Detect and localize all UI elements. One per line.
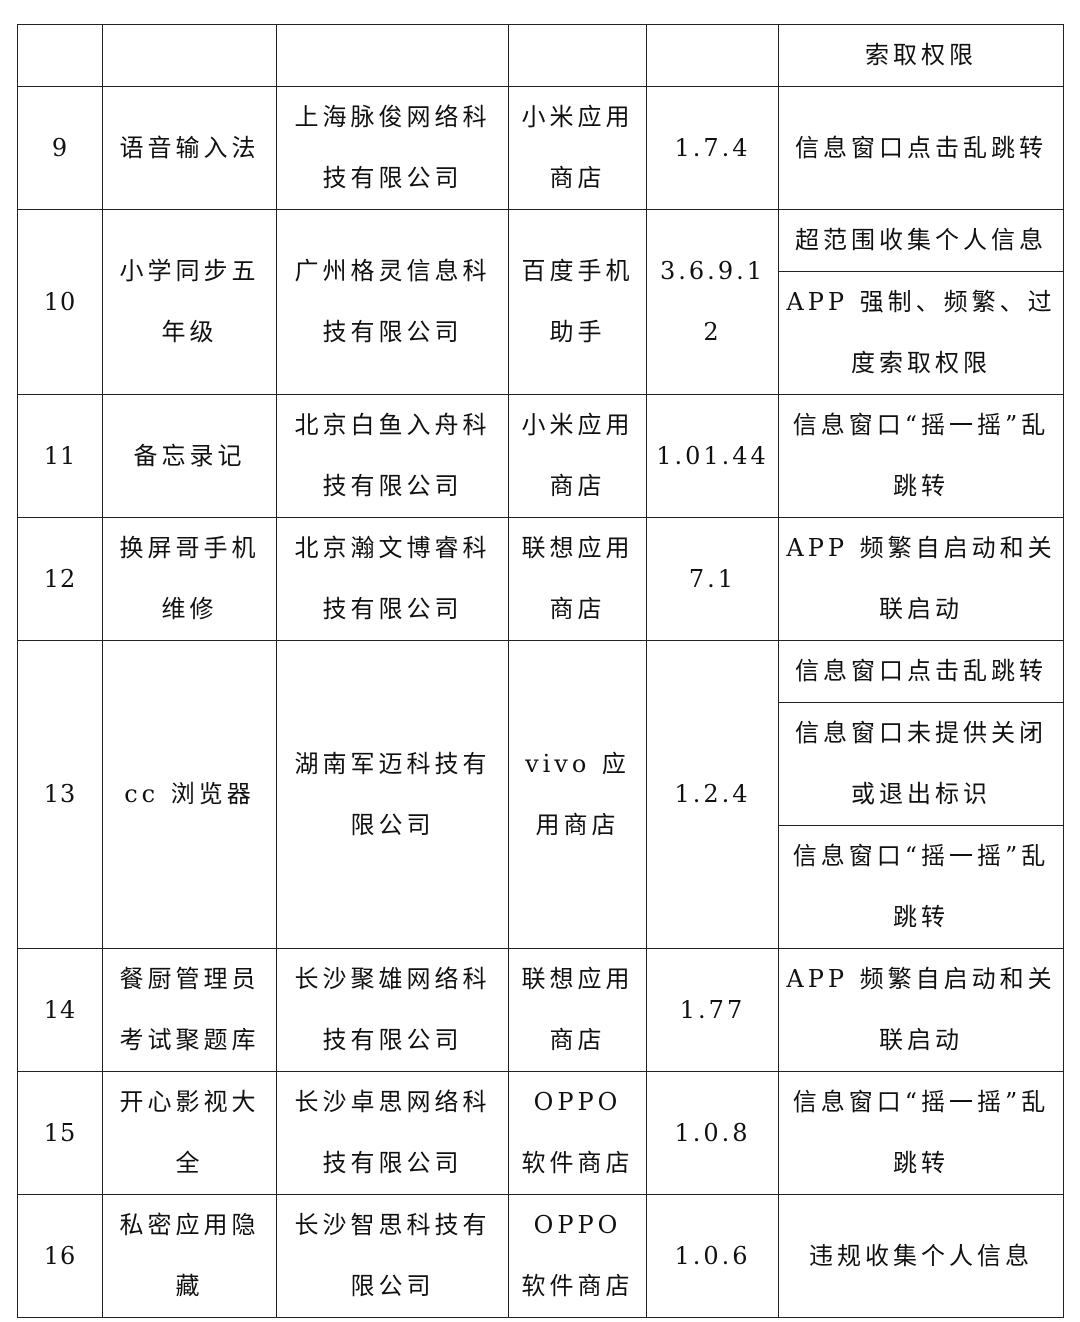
company-cell: 湖南军迈科技有限公司 <box>276 640 509 949</box>
issue-cell: 超范围收集个人信息 <box>778 209 1064 272</box>
app-name-cell: cc 浏览器 <box>102 640 277 949</box>
cell-empty <box>646 24 779 87</box>
num-cell: 15 <box>17 1071 103 1195</box>
app-name-cell: 餐厨管理员考试聚题库 <box>102 948 277 1072</box>
issue-cell: APP 强制、频繁、过度索取权限 <box>778 271 1064 395</box>
cell-empty <box>17 24 103 87</box>
store-cell: vivo 应用商店 <box>508 640 647 949</box>
table-row: 10 小学同步五年级 广州格灵信息科技有限公司 百度手机助手 3.6.9.12 超范围收集… <box>17 209 1064 395</box>
version-cell: 1.01.44 <box>646 394 779 518</box>
app-name-cell: 备忘录记 <box>102 394 277 518</box>
company-cell: 上海脉俊网络科技有限公司 <box>276 86 509 210</box>
table-row: 13 cc 浏览器 湖南军迈科技有限公司 vivo 应用商店 1.2.4 信息窗口点击乱跳… <box>17 640 1064 949</box>
num-cell: 16 <box>17 1194 103 1318</box>
table-row: 11 备忘录记 北京白鱼入舟科技有限公司 小米应用商店 1.01.44 信息窗口“摇一摇”… <box>17 394 1064 518</box>
issue-cell: 信息窗口未提供关闭或退出标识 <box>778 702 1064 826</box>
cell-empty <box>102 24 277 87</box>
issue-cell: 违规收集个人信息 <box>778 1194 1064 1318</box>
table-row: 14 餐厨管理员考试聚题库 长沙聚雄网络科技有限公司 联想应用商店 1.77 APP 频繁… <box>17 948 1064 1072</box>
num-cell: 11 <box>17 394 103 518</box>
store-cell: 联想应用商店 <box>508 517 647 641</box>
store-cell: OPPO 软件商店 <box>508 1071 647 1195</box>
table-row: 12 换屏哥手机维修 北京瀚文博睿科技有限公司 联想应用商店 7.1 APP 频繁自启动和… <box>17 517 1064 641</box>
version-cell: 1.0.6 <box>646 1194 779 1318</box>
store-cell: 百度手机助手 <box>508 209 647 395</box>
cell-empty <box>508 24 647 87</box>
table-row: 信息窗口“摇一摇”乱跳转 <box>18 825 1064 949</box>
issue-cell: 信息窗口“摇一摇”乱跳转 <box>778 1071 1064 1195</box>
table-row: 15 开心影视大全 长沙卓思网络科技有限公司 OPPO 软件商店 1.0.8 信息窗口“摇… <box>17 1071 1064 1195</box>
store-cell: 联想应用商店 <box>508 948 647 1072</box>
app-violation-table: 索取权限 9 语音输入法 上海脉俊网络科技有限公司 小米应用商店 1.7.4 信息窗口点击… <box>17 24 1064 1318</box>
company-cell: 北京白鱼入舟科技有限公司 <box>276 394 509 518</box>
table-row: 16 私密应用隐藏 长沙智思科技有限公司 OPPO 软件商店 1.0.6 违规收集个人信息 <box>17 1194 1064 1318</box>
num-cell: 10 <box>17 209 103 395</box>
company-cell: 广州格灵信息科技有限公司 <box>276 209 509 395</box>
num-cell: 14 <box>17 948 103 1072</box>
app-name-cell: 私密应用隐藏 <box>102 1194 277 1318</box>
version-cell: 3.6.9.12 <box>646 209 779 395</box>
store-cell: 小米应用商店 <box>508 86 647 210</box>
version-cell: 1.7.4 <box>646 86 779 210</box>
table-row: 9 语音输入法 上海脉俊网络科技有限公司 小米应用商店 1.7.4 信息窗口点击乱跳转 <box>17 86 1064 210</box>
issue-cell: APP 频繁自启动和关联启动 <box>778 517 1064 641</box>
store-cell: OPPO 软件商店 <box>508 1194 647 1318</box>
version-cell: 1.2.4 <box>646 640 779 949</box>
issue-cell: 信息窗口点击乱跳转 <box>778 86 1064 210</box>
app-name-cell: 换屏哥手机维修 <box>102 517 277 641</box>
app-name-cell: 小学同步五年级 <box>102 209 277 395</box>
cell-empty <box>276 24 509 87</box>
version-cell: 1.0.8 <box>646 1071 779 1195</box>
company-cell: 长沙卓思网络科技有限公司 <box>276 1071 509 1195</box>
app-name-cell: 开心影视大全 <box>102 1071 277 1195</box>
version-cell: 1.77 <box>646 948 779 1072</box>
company-cell: 长沙聚雄网络科技有限公司 <box>276 948 509 1072</box>
store-cell: 小米应用商店 <box>508 394 647 518</box>
issue-cell: 信息窗口“摇一摇”乱跳转 <box>778 394 1064 518</box>
num-cell: 12 <box>17 517 103 641</box>
issue-cell: 信息窗口点击乱跳转 <box>778 640 1064 703</box>
num-cell: 13 <box>17 640 103 949</box>
issue-cell: APP 频繁自启动和关联启动 <box>778 948 1064 1072</box>
continuation-row: 索取权限 <box>17 24 1064 87</box>
app-name-cell: 语音输入法 <box>102 86 277 210</box>
issue-cell: 索取权限 <box>778 24 1064 87</box>
issue-cell: 信息窗口“摇一摇”乱跳转 <box>778 825 1064 949</box>
company-cell: 长沙智思科技有限公司 <box>276 1194 509 1318</box>
version-cell: 7.1 <box>646 517 779 641</box>
num-cell: 9 <box>17 86 103 210</box>
company-cell: 北京瀚文博睿科技有限公司 <box>276 517 509 641</box>
table-row: APP 强制、频繁、过度索取权限 <box>18 271 1064 395</box>
